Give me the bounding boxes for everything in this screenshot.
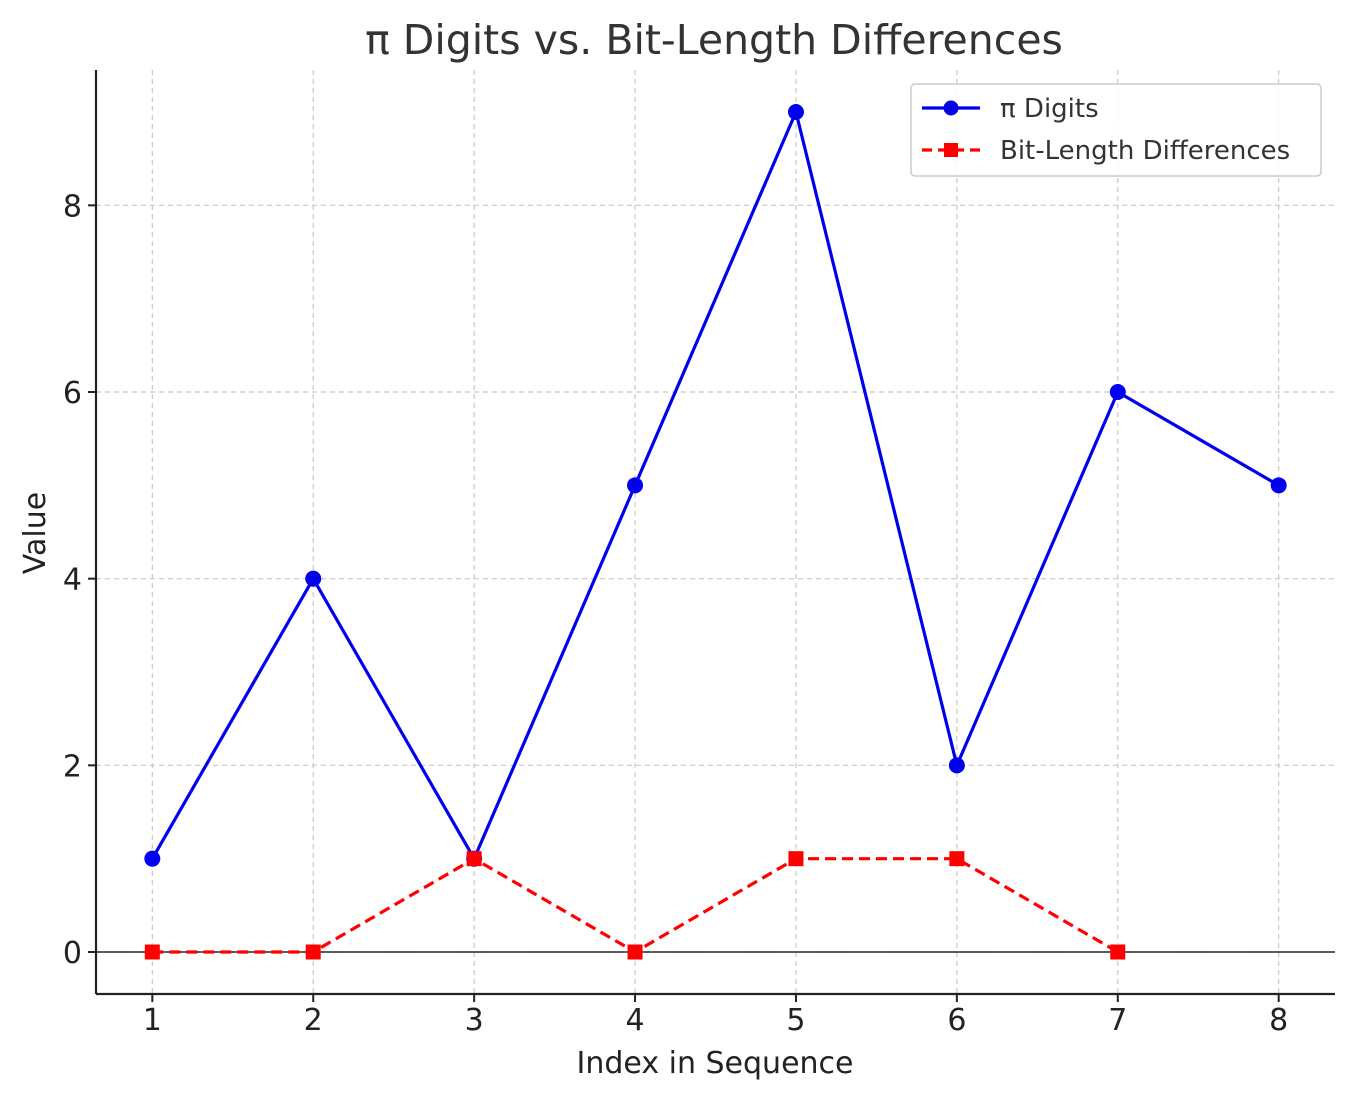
x-axis-ticks: 1 2 3 4 5 6 7 8 xyxy=(143,994,1288,1038)
x-tick-label-7: 7 xyxy=(1108,1003,1127,1038)
point-bit-length-differences-5 xyxy=(788,851,804,867)
x-tick-label-4: 4 xyxy=(625,1003,644,1038)
point-bit-length-differences-3 xyxy=(466,851,482,867)
point-digits-7 xyxy=(1109,384,1126,400)
x-tick-label-5: 5 xyxy=(786,1003,805,1038)
y-tick-label-0: 0 xyxy=(63,936,82,971)
grid xyxy=(96,70,1335,994)
x-tick-label-1: 1 xyxy=(143,1003,162,1038)
legend-marker-pi-digits xyxy=(943,100,959,116)
point-bit-length-differences-1 xyxy=(144,944,160,960)
series-layer xyxy=(144,104,1287,960)
point-digits-6 xyxy=(948,757,965,774)
y-tick-label-2: 2 xyxy=(63,749,82,784)
series-line-digits xyxy=(150,110,1280,861)
legend-frame xyxy=(910,83,1322,177)
legend-label-pi-digits: π Digits xyxy=(1000,94,1099,124)
y-tick-label-8: 8 xyxy=(63,189,82,224)
x-axis-label: Index in Sequence xyxy=(577,1046,854,1081)
x-tick-label-2: 2 xyxy=(304,1003,323,1038)
chart-title: π Digits vs. Bit-Length Differences xyxy=(365,16,1063,64)
x-tick-label-3: 3 xyxy=(465,1003,484,1038)
point-bit-length-differences-6 xyxy=(949,851,965,867)
point-bit-length-differences-2 xyxy=(305,944,321,960)
y-axis-ticks: 0 2 4 6 8 xyxy=(63,189,96,971)
x-tick-label-8: 8 xyxy=(1269,1003,1288,1038)
point-bit-length-differences-7 xyxy=(1110,944,1126,960)
legend-label-bit-length-differences: Bit-Length Differences xyxy=(1000,136,1290,166)
legend: π Digits Bit-Length Differences xyxy=(910,83,1322,177)
x-tick-label-6: 6 xyxy=(947,1003,966,1038)
point-digits-2 xyxy=(305,570,322,587)
point-digits-1 xyxy=(144,850,161,867)
point-digits-5 xyxy=(787,104,804,120)
y-tick-label-4: 4 xyxy=(63,563,82,598)
point-digits-8 xyxy=(1270,477,1287,494)
point-bit-length-differences-4 xyxy=(627,944,643,960)
y-axis-label: Value xyxy=(18,492,53,574)
legend-marker-bit-length-differences xyxy=(944,143,958,157)
y-tick-label-6: 6 xyxy=(63,376,82,411)
point-digits-4 xyxy=(627,477,644,494)
